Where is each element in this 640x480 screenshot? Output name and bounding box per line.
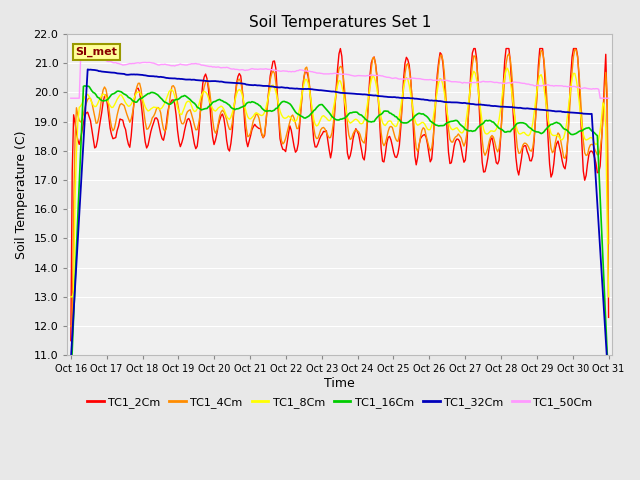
TC1_16Cm (605, 380, 612, 385)
TC1_2Cm (605, 314, 612, 320)
Title: Soil Temperatures Set 1: Soil Temperatures Set 1 (248, 15, 431, 30)
TC1_50Cm (452, 79, 460, 84)
TC1_4Cm (85, 95, 93, 101)
TC1_8Cm (344, 115, 351, 120)
TC1_32Cm (345, 90, 353, 96)
TC1_8Cm (102, 94, 110, 100)
TC1_4Cm (531, 134, 538, 140)
TC1_2Cm (532, 115, 540, 121)
TC1_32Cm (84, 67, 92, 72)
TC1_50Cm (67, 96, 75, 101)
TC1_2Cm (102, 92, 110, 98)
TC1_8Cm (605, 294, 612, 300)
TC1_16Cm (345, 111, 353, 117)
TC1_2Cm (85, 114, 93, 120)
Line: TC1_50Cm: TC1_50Cm (71, 58, 609, 98)
Line: TC1_4Cm: TC1_4Cm (71, 49, 609, 326)
TC1_4Cm (571, 46, 579, 52)
TC1_32Cm (104, 70, 111, 75)
TC1_50Cm (602, 96, 610, 101)
TC1_4Cm (451, 136, 458, 142)
X-axis label: Time: Time (324, 377, 355, 390)
TC1_2Cm (67, 338, 75, 344)
TC1_16Cm (452, 118, 460, 123)
TC1_16Cm (67, 381, 75, 387)
TC1_32Cm (67, 358, 75, 363)
TC1_32Cm (605, 382, 612, 387)
Legend: TC1_2Cm, TC1_4Cm, TC1_8Cm, TC1_16Cm, TC1_32Cm, TC1_50Cm: TC1_2Cm, TC1_4Cm, TC1_8Cm, TC1_16Cm, TC1… (83, 393, 597, 412)
TC1_4Cm (602, 70, 610, 75)
TC1_50Cm (345, 72, 353, 77)
TC1_8Cm (85, 94, 93, 99)
TC1_2Cm (602, 51, 610, 57)
TC1_8Cm (451, 126, 458, 132)
TC1_16Cm (602, 319, 610, 325)
Text: SI_met: SI_met (76, 47, 118, 57)
TC1_4Cm (344, 121, 351, 127)
TC1_4Cm (102, 86, 110, 92)
TC1_50Cm (104, 59, 111, 64)
TC1_32Cm (86, 67, 94, 72)
Line: TC1_2Cm: TC1_2Cm (71, 48, 609, 341)
TC1_4Cm (605, 240, 612, 246)
TC1_8Cm (602, 126, 610, 132)
TC1_4Cm (67, 323, 75, 329)
Y-axis label: Soil Temperature (C): Soil Temperature (C) (15, 131, 28, 259)
TC1_32Cm (602, 336, 610, 342)
TC1_8Cm (532, 98, 540, 104)
TC1_50Cm (86, 56, 94, 62)
TC1_2Cm (452, 138, 460, 144)
Line: TC1_32Cm: TC1_32Cm (71, 70, 609, 384)
TC1_16Cm (532, 129, 540, 134)
TC1_16Cm (104, 97, 111, 103)
TC1_16Cm (86, 86, 94, 92)
TC1_8Cm (67, 294, 75, 300)
TC1_50Cm (78, 55, 86, 60)
TC1_2Cm (345, 156, 353, 162)
TC1_16Cm (81, 83, 89, 89)
TC1_50Cm (605, 96, 612, 101)
TC1_50Cm (532, 83, 540, 89)
TC1_2Cm (337, 46, 344, 51)
TC1_32Cm (532, 106, 540, 112)
Line: TC1_8Cm: TC1_8Cm (71, 68, 609, 297)
Line: TC1_16Cm: TC1_16Cm (71, 86, 609, 384)
TC1_32Cm (452, 99, 460, 105)
TC1_8Cm (504, 65, 511, 71)
